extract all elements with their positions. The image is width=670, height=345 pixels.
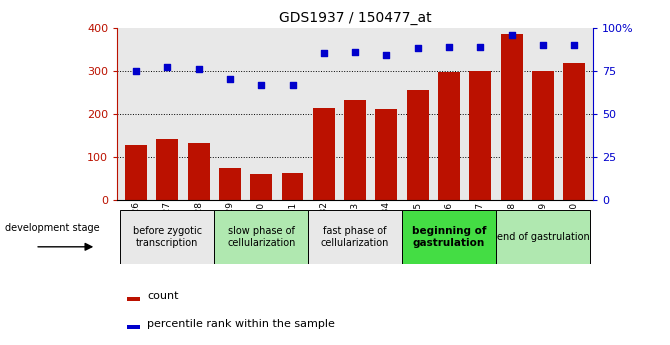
Text: fast phase of
cellularization: fast phase of cellularization [321,226,389,248]
Bar [219,168,241,200]
Point [381,52,392,58]
Point [193,66,204,72]
Bar [188,143,210,200]
Text: percentile rank within the sample: percentile rank within the sample [147,319,335,329]
Point [537,42,548,48]
Point [412,46,423,51]
Text: slow phase of
cellularization: slow phase of cellularization [227,226,295,248]
Point [475,44,486,49]
Text: beginning of
gastrulation: beginning of gastrulation [412,226,486,248]
Bar [251,174,272,200]
Point [444,44,454,49]
Bar [438,72,460,200]
Bar [375,109,397,200]
Point [350,49,360,55]
Point [287,82,298,87]
Point [507,32,517,37]
Bar [127,297,140,301]
Bar [532,71,554,200]
Bar [121,210,214,264]
Bar [125,145,147,200]
Bar [402,210,496,264]
Bar [407,90,429,200]
Bar [281,173,304,200]
Point [162,65,173,70]
Bar [308,210,402,264]
Point [569,42,580,48]
Bar [127,325,140,329]
Bar [500,34,523,200]
Text: count: count [147,291,179,301]
Bar [496,210,590,264]
Bar [469,71,491,200]
Title: GDS1937 / 150477_at: GDS1937 / 150477_at [279,11,431,25]
Text: before zygotic
transcription: before zygotic transcription [133,226,202,248]
Bar [344,100,366,200]
Bar [156,139,178,200]
Point [318,51,329,56]
Bar [313,108,335,200]
Text: end of gastrulation: end of gastrulation [496,232,589,242]
Bar [214,210,308,264]
Bar [563,63,585,200]
Text: development stage: development stage [5,223,100,233]
Point [131,68,141,73]
Point [256,82,267,87]
Point [224,77,235,82]
